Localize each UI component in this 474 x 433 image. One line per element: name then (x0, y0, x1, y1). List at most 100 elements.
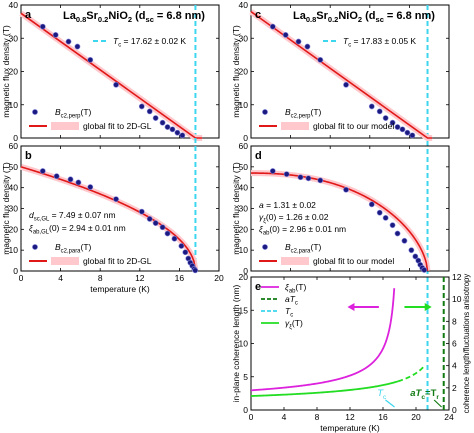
panel-b-ylabel: magnetic flux density (T) (1, 162, 11, 255)
panel-a-point (39, 23, 46, 30)
panel-b-point (152, 220, 159, 226)
panel-c-letter: c (255, 9, 261, 21)
panel-e-ytick-label: 0 (243, 405, 248, 415)
panel-e-legend-label: aTc (285, 294, 298, 307)
panel-b-point (192, 267, 199, 274)
panel-e-legend-label: ξab(T) (285, 282, 306, 295)
panel-e-xtick-label: 16 (378, 412, 388, 422)
panel-e-letter: e (255, 281, 261, 293)
panel-a-ytick-label: 40 (9, 0, 19, 10)
panel-d-legend-point-symbol (262, 244, 268, 250)
panel-a-ylabel: magnetic flux density (T) (1, 25, 11, 118)
panel-a-point (174, 129, 181, 136)
panel-e-ytick-label: 20 (239, 272, 249, 282)
panel-b-xtick-label: 16 (175, 273, 185, 283)
panel-b-point (171, 235, 178, 242)
panel-a-point (65, 38, 72, 45)
panel-c-fit-line (250, 10, 433, 139)
panel-e-xi-curve (250, 288, 396, 392)
panel-e-y2tick-label: 8 (452, 316, 457, 326)
panel-a-legend-points-label: Bc2,perp(T) (55, 107, 92, 120)
panel-e-y2tick-label: 10 (452, 294, 462, 304)
panel-c-ytick-label: 0 (243, 133, 248, 143)
panel-c-point (404, 129, 411, 136)
panel-d-point (297, 174, 304, 181)
panel-e-ylabel: in-plane coherence length (nm) (231, 285, 241, 403)
panel-e-xtick-label: 12 (345, 412, 355, 422)
panel-e-atc-tag: aTc=Tr (410, 388, 439, 401)
panel-c-point (382, 115, 389, 121)
panel-c-legend-point-symbol (262, 109, 268, 115)
panel-a-point (159, 119, 166, 126)
panel-a-legend-fit-label: global fit to 2D-GL (83, 121, 152, 131)
panel-b-point (138, 208, 145, 215)
panel-b-point (182, 249, 189, 256)
panel-b-ytick-label: 0 (13, 266, 18, 276)
panel-b-ytick-label: 50 (9, 162, 19, 172)
panel-d-point (269, 168, 276, 174)
panel-b-xtick-label: 12 (135, 273, 145, 283)
panel-e-gamma-curve (250, 380, 399, 397)
panel-e-xtick-label: 8 (315, 412, 320, 422)
panel-d-ytick-label: 50 (239, 162, 249, 172)
panel-d-ytick-label: 40 (239, 183, 249, 193)
panel-b-legend-fit-band (51, 257, 79, 265)
panel-c-ytick-label: 30 (239, 33, 249, 43)
panel-e-y2tick-label: 4 (452, 361, 457, 371)
panel-a-point (179, 132, 186, 139)
panel-d-legend-points-label: Bc2,para(T) (285, 242, 322, 255)
panel-b-ytick-label: 10 (9, 245, 19, 255)
panel-e-legend-label: Tc (285, 306, 293, 319)
panel-d-point (389, 222, 396, 229)
panel-b-ytick-label: 60 (9, 141, 19, 151)
panel-c-title: La0.8Sr0.2NiO2 (dsc = 6.8 nm) (293, 10, 435, 24)
panel-a-ytick-label: 0 (13, 133, 18, 143)
panel-c-frame (250, 4, 450, 139)
panel-e-xtick-label: 24 (444, 412, 454, 422)
panel-d-point (376, 209, 383, 216)
panel-a-point (113, 81, 119, 88)
panel-d-ytick-label: 20 (239, 224, 249, 234)
panel-b-ytick-label: 40 (9, 183, 19, 193)
panel-d-ytick-label: 0 (243, 266, 248, 276)
panel-b-xtick-label: 8 (98, 273, 103, 283)
panel-c-point (394, 124, 401, 130)
panel-c-ytick-label: 40 (239, 0, 249, 10)
panel-d-ytick-label: 10 (239, 245, 249, 255)
panel-d-fit-line (251, 172, 429, 272)
panel-a-point (152, 115, 159, 121)
panel-c-legend-fit-label: global fit to our model (313, 121, 394, 131)
panel-c-ylabel: magnetic flux density (T) (231, 25, 241, 118)
panel-c-tc-label: Tc = 17.83 ± 0.05 K (343, 36, 416, 49)
panel-a-point (164, 124, 171, 130)
panel-d-point (401, 237, 408, 244)
panel-c-point (343, 81, 349, 88)
panel-b-ytick-label: 30 (9, 204, 19, 214)
panel-d-point (368, 201, 375, 208)
panel-a-tc-label: Tc = 17.62 ± 0.02 K (113, 36, 186, 49)
panel-c-legend-points-label: Bc2,perp(T) (285, 107, 322, 120)
panel-a-ytick-label: 30 (9, 33, 19, 43)
panel-a-legend-point-symbol (32, 109, 38, 115)
panel-e-xlabel: temperature (K) (320, 423, 380, 433)
panel-d-point (408, 247, 415, 254)
panel-c-legend-fit-band (281, 122, 309, 130)
panel-c-point (282, 32, 289, 38)
panel-b-ytick-label: 20 (9, 224, 19, 234)
panel-e-ytick-label: 5 (243, 372, 248, 382)
panel-a-point (146, 108, 153, 115)
panel-c-ytick-label: 20 (239, 67, 249, 77)
panel-e-ytick-label: 10 (239, 339, 249, 349)
panel-b-point (178, 243, 185, 249)
panel-b-legend-point-symbol (32, 244, 38, 250)
panel-b-point (113, 196, 119, 203)
panel-d-point (283, 171, 290, 178)
panel-e-arrow-left-head (347, 303, 355, 311)
panel-b-fit-line (20, 166, 197, 272)
panel-c-point (304, 43, 311, 50)
panel-d-point (343, 186, 349, 193)
panel-d-ylabel: magnetic flux density (T) (231, 162, 241, 255)
panel-e-y2label: coherence length/fluctuations anisotropy (462, 274, 471, 414)
panel-a-ytick-label: 20 (9, 67, 19, 77)
